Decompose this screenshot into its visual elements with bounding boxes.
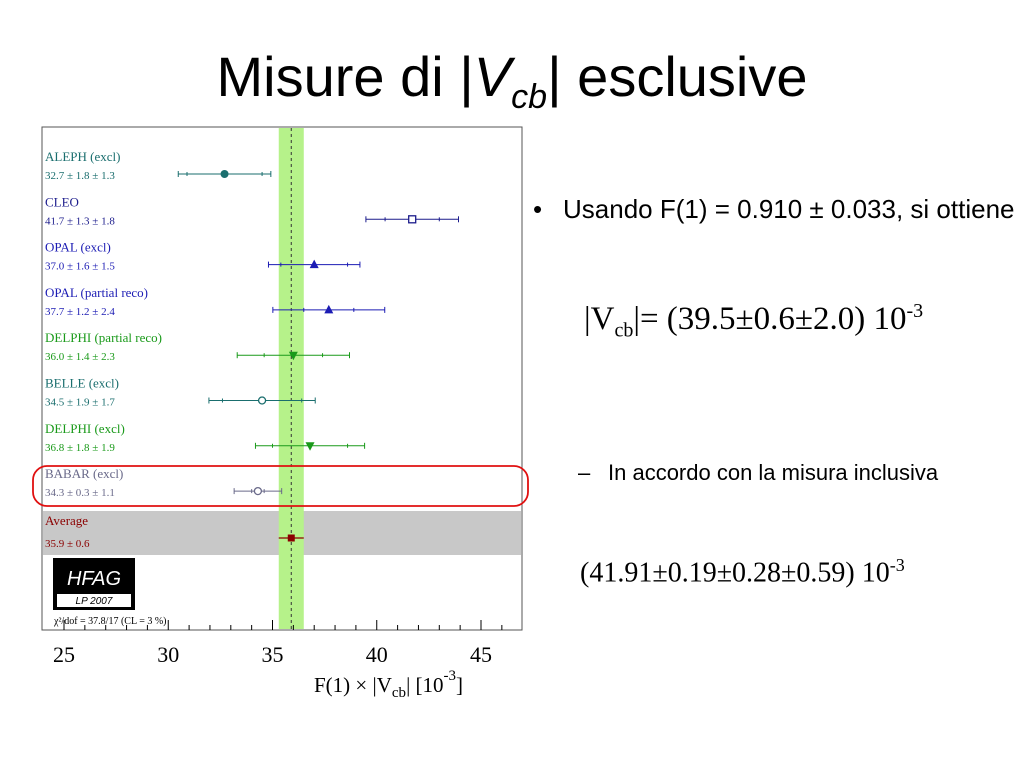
series-exp: DELPHI (45, 330, 91, 345)
x-tick-label: 30 (157, 642, 179, 667)
bullet-dot: • (533, 194, 543, 224)
hfag-logo-sub-text: LP 2007 (76, 596, 113, 607)
series-value-label: 34.3 ± 0.3 ± 1.1 (45, 487, 115, 499)
series-exp: CLEO (45, 194, 79, 209)
x-tick-label: 25 (53, 642, 75, 667)
series-value-label: 37.0 ± 1.6 ± 1.5 (45, 261, 115, 273)
series-exp: BELLE (45, 376, 85, 391)
data-point (408, 215, 417, 224)
series-exp: BABAR (45, 466, 90, 481)
formula2-exp: -3 (889, 555, 905, 575)
data-point (257, 396, 267, 405)
title-prefix: Misure di | (216, 45, 474, 108)
series-tag: (excl) (87, 149, 121, 164)
series-name-label: DELPHI (partial reco) (45, 330, 162, 345)
x-tick-label: 40 (366, 642, 388, 667)
hfag-logo-text: HFAG (67, 568, 121, 590)
x-axis-label: F(1) × |Vcb| [10-3] (314, 668, 463, 701)
x-tick-label: 35 (262, 642, 284, 667)
title-suffix: | esclusive (547, 45, 808, 108)
series-name-label: ALEPH (excl) (45, 149, 120, 164)
series-name-label: DELPHI (excl) (45, 421, 125, 436)
series-tag: (excl) (91, 421, 125, 436)
average-name-label: Average (45, 513, 88, 528)
formula-vcb-inclusive: (41.91±0.19±0.28±0.59) 10-3 (580, 555, 905, 589)
formula1-exp: -3 (906, 300, 924, 322)
data-point (253, 486, 263, 496)
series-name-label: OPAL (excl) (45, 240, 111, 255)
series-value-label: 32.7 ± 1.8 ± 1.3 (45, 170, 115, 182)
series-exp: OPAL (45, 285, 78, 300)
average-value-label: 35.9 ± 0.6 (45, 538, 90, 550)
formula-vcb-exclusive: |Vcb|= (39.5±0.6±2.0) 10-3 (584, 300, 923, 343)
average-point (287, 534, 295, 542)
xlabel-main: F(1) × |V (314, 673, 392, 697)
series-value-label: 37.7 ± 1.2 ± 2.4 (45, 306, 115, 318)
xlabel-sub: cb (392, 685, 406, 701)
series-name-label: CLEO (45, 194, 79, 209)
x-tick-label: 45 (470, 642, 492, 667)
data-point (220, 170, 229, 178)
formula1-rhs: |= (39.5±0.6±2.0) 10 (633, 301, 907, 337)
series-value-label: 34.5 ± 1.9 ± 1.7 (45, 397, 115, 409)
formula1-lhs: |V (584, 301, 615, 337)
series-name-label: OPAL (partial reco) (45, 285, 148, 300)
series-value-label: 41.7 ± 1.3 ± 1.8 (45, 215, 115, 227)
average-green-band (278, 128, 304, 629)
series-exp: OPAL (45, 240, 78, 255)
series-name-label: BABAR (excl) (45, 466, 123, 481)
series-exp: DELPHI (45, 421, 91, 436)
sub-bullet-item: – In accordo con la misura inclusiva (578, 458, 958, 488)
formula1-sub: cb (614, 319, 634, 342)
formula2-main: (41.91±0.19±0.28±0.59) 10 (580, 557, 890, 589)
bullet-2-text: In accordo con la misura inclusiva (608, 460, 939, 485)
data-point (288, 351, 298, 361)
title-var: V (473, 45, 512, 108)
series-tag: (partial reco) (91, 330, 162, 345)
title-sub: cb (511, 78, 548, 117)
xlabel-close: ] (456, 673, 463, 697)
series-name-label: BELLE (excl) (45, 376, 119, 391)
xlabel-unit: | [10 (406, 673, 443, 697)
series-tag: (excl) (90, 466, 124, 481)
series-tag: (excl) (85, 376, 119, 391)
data-point (309, 259, 319, 269)
series-tag: (partial reco) (77, 285, 148, 300)
bullet-item-1: • Usando F(1) = 0.910 ± 0.033, si ottien… (533, 190, 1018, 228)
data-point (305, 442, 315, 451)
sub-bullet-dash: – (578, 460, 591, 485)
series-exp: ALEPH (45, 149, 87, 164)
chi2-text: χ²/dof = 37.8/17 (CL = 3 %) (53, 616, 167, 627)
series-value-label: 36.8 ± 1.8 ± 1.9 (45, 442, 115, 454)
slide-title: Misure di |Vcb| esclusive (0, 44, 1024, 117)
xlabel-exp: -3 (444, 668, 457, 684)
hfag-logo-sub-box (57, 594, 131, 607)
series-value-label: 36.0 ± 1.4 ± 2.3 (45, 351, 115, 363)
data-point (324, 304, 334, 314)
series-tag: (excl) (77, 240, 111, 255)
bullet-1-text: Usando F(1) = 0.910 ± 0.033, si ottiene (563, 194, 1015, 224)
babar-highlight-box (32, 465, 529, 507)
